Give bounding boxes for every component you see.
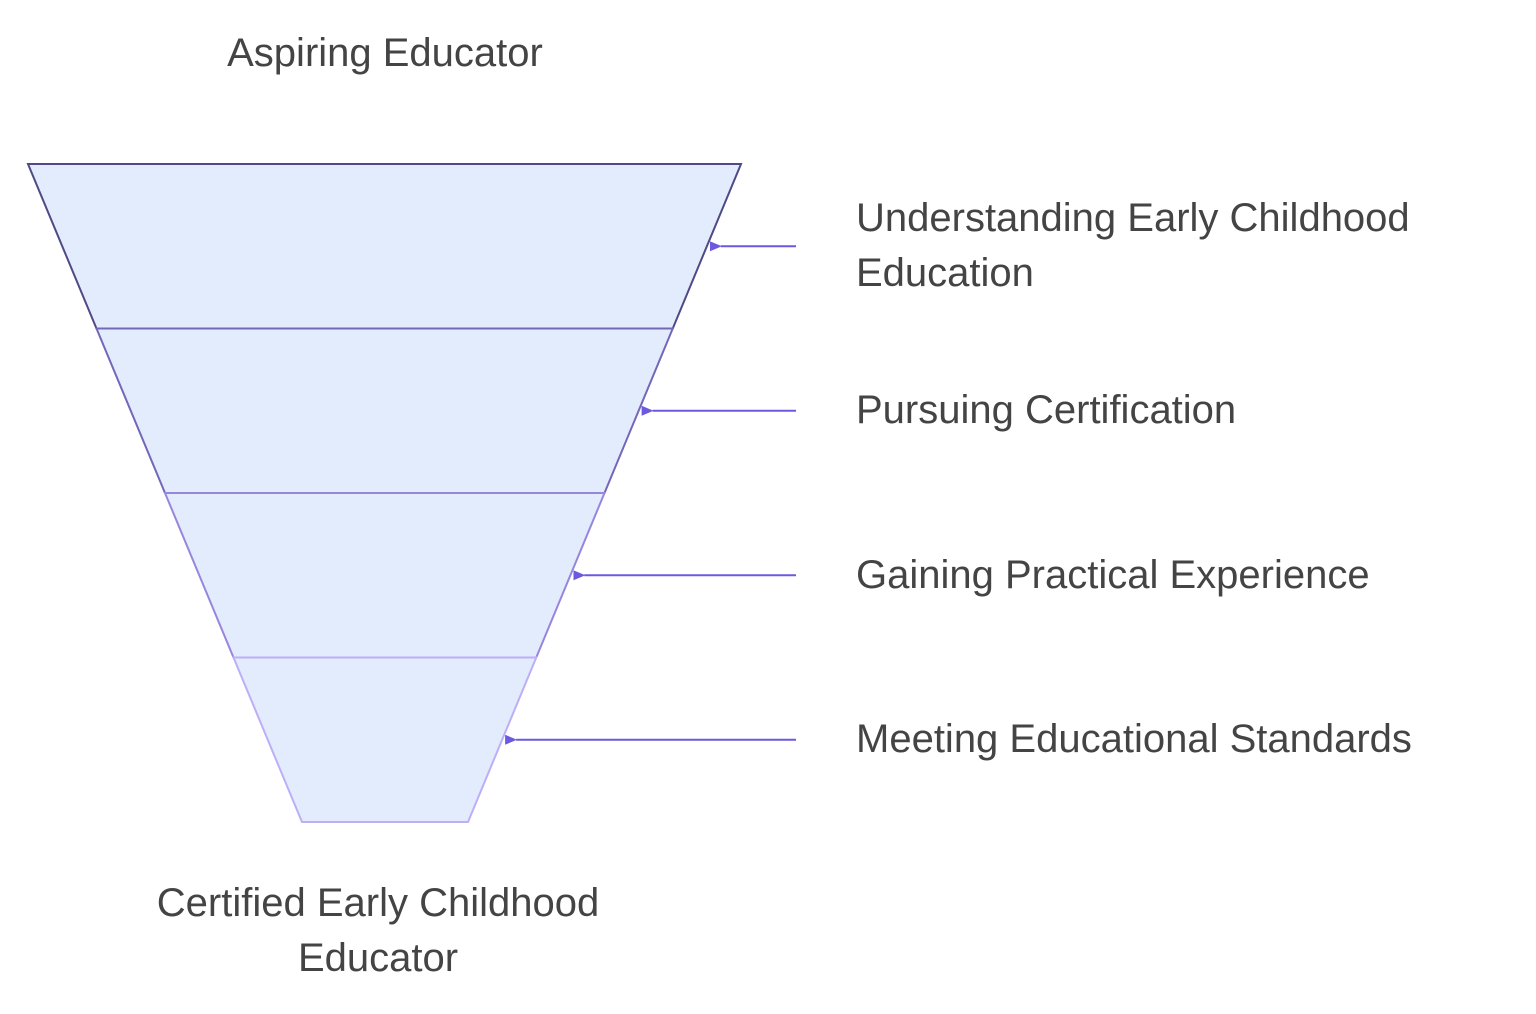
stage-label: Meeting Educational Standards [856,717,1412,762]
top-label: Aspiring Educator [227,31,543,75]
funnel-segment [163,492,606,659]
stage-label: Pursuing Certification [856,388,1237,433]
bottom-label: Certified Early Childhood Educator [156,881,600,980]
funnel-segment [232,656,538,823]
stage-label: Understanding Early Childhood Education [856,196,1410,296]
funnel-segment [95,327,675,494]
funnel-segment [26,163,743,330]
stage-label: Gaining Practical Experience [856,552,1370,597]
